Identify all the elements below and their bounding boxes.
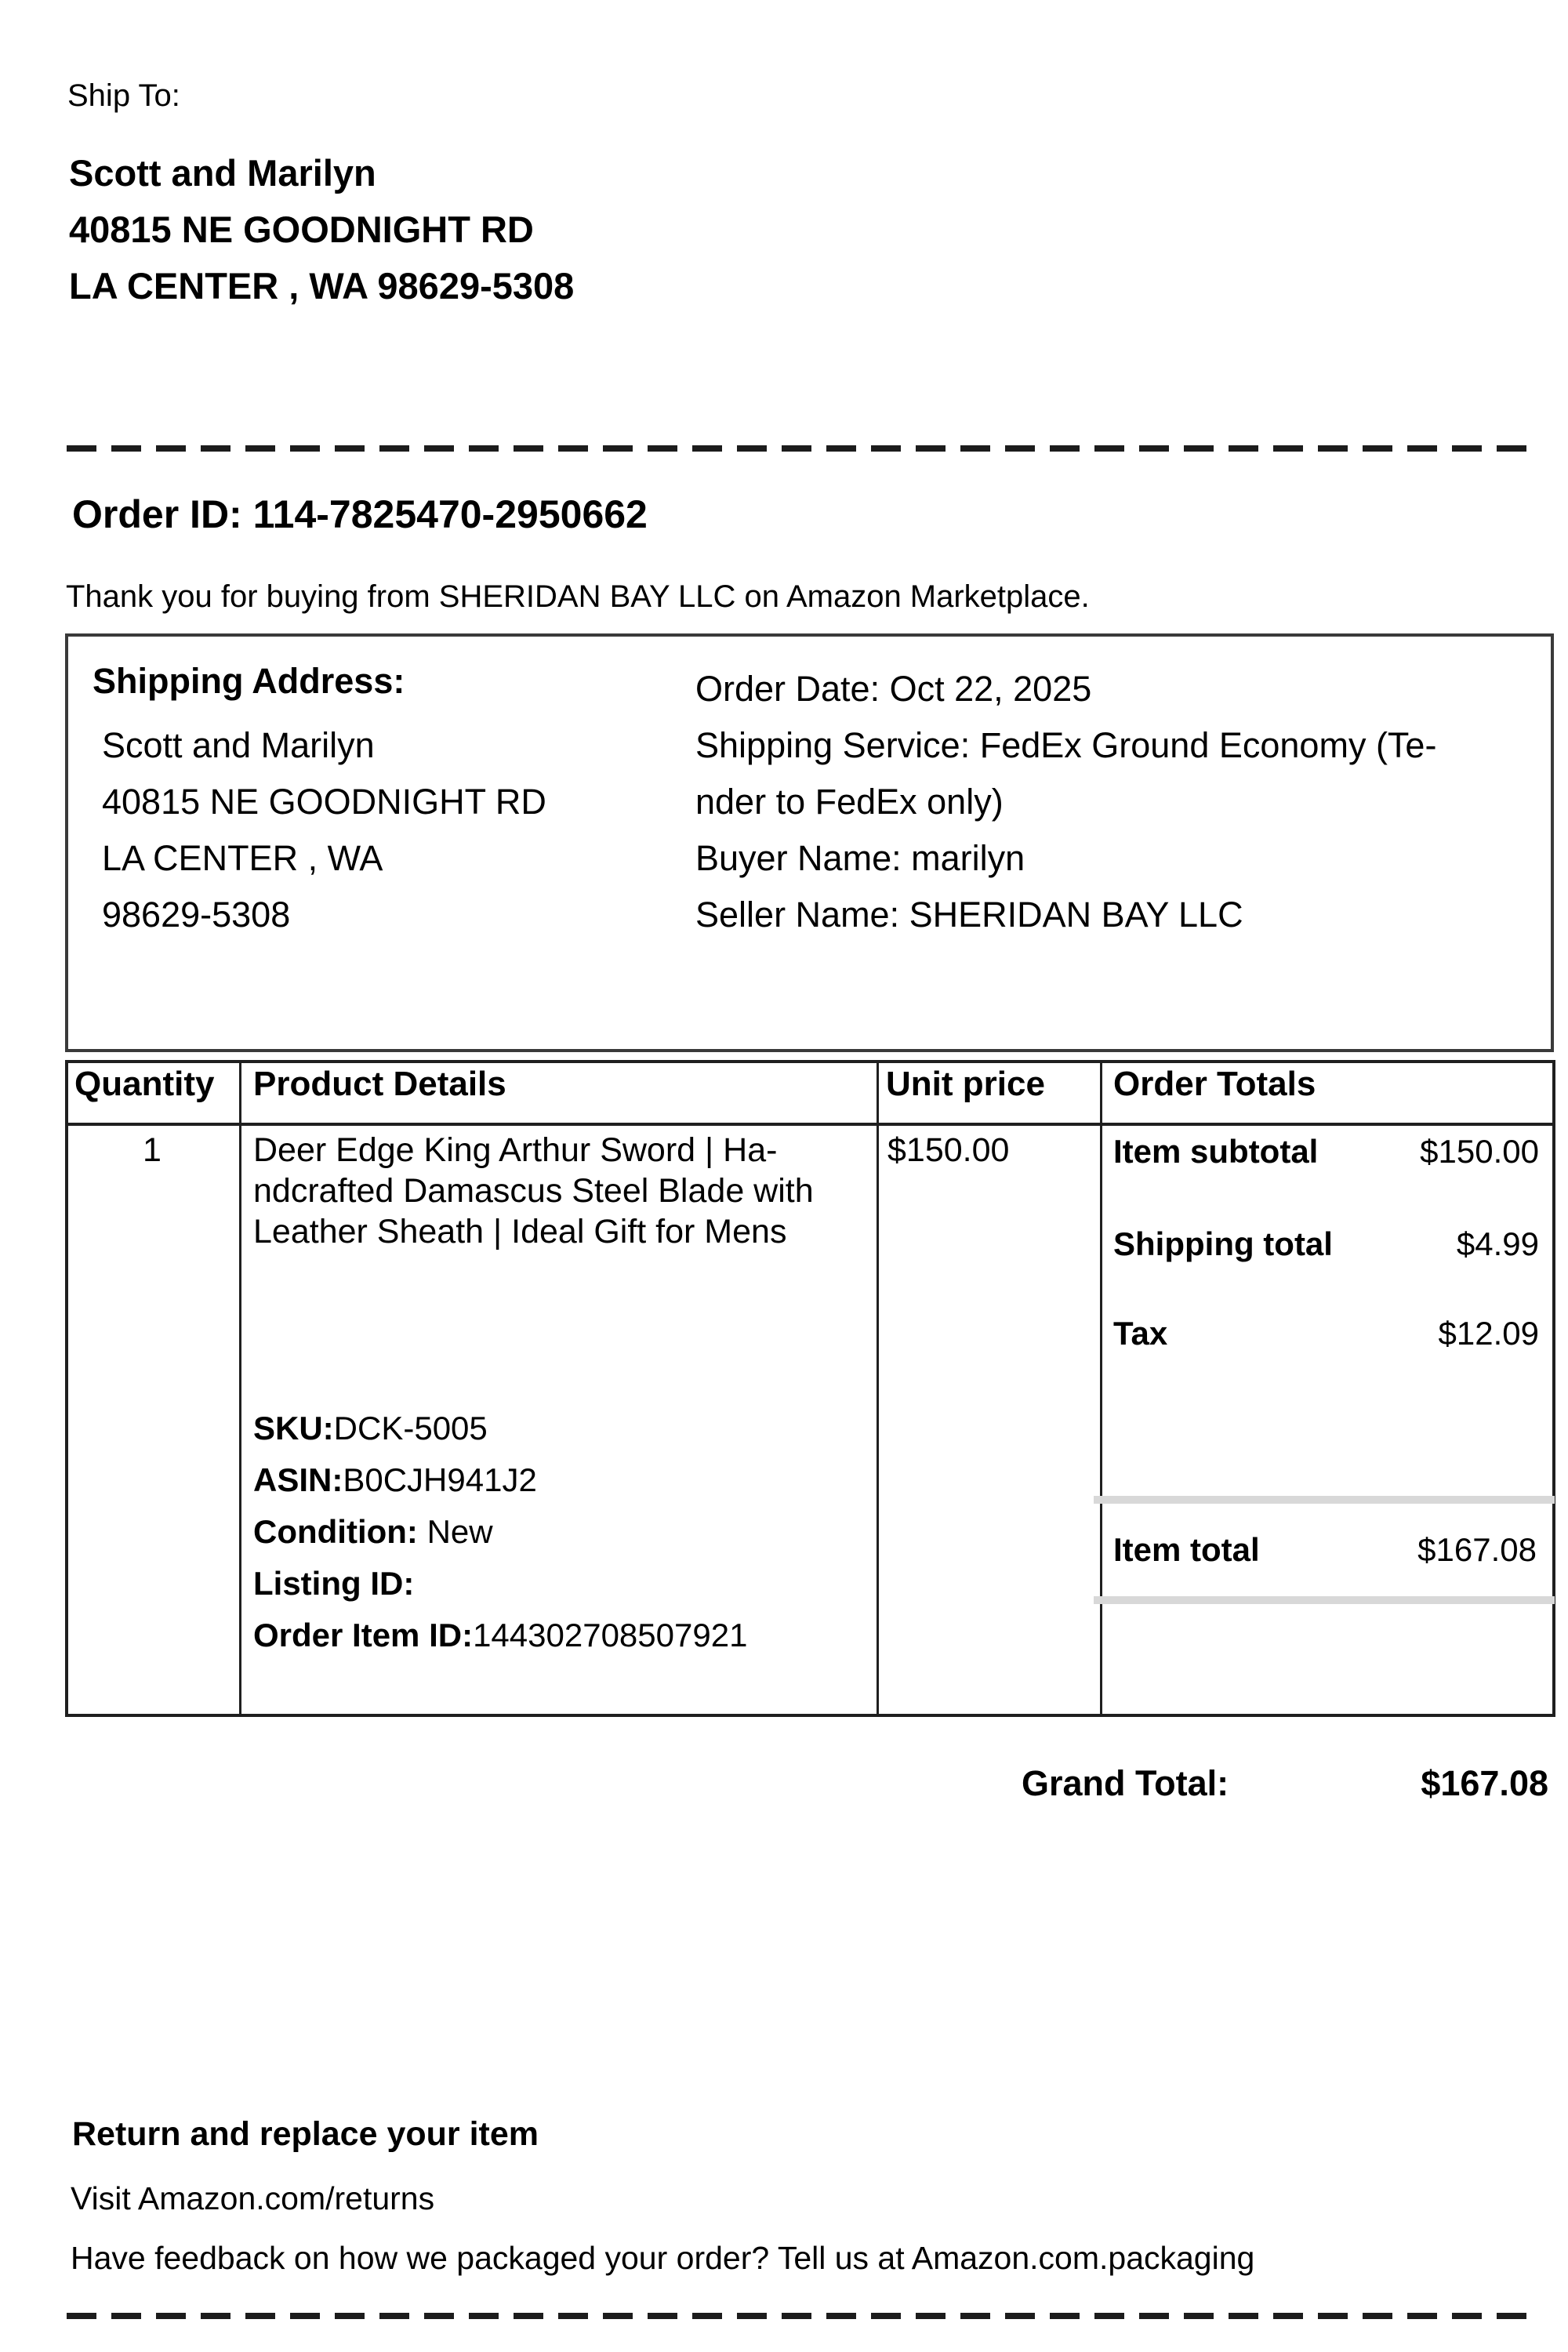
shipping-address-heading: Shipping Address: xyxy=(93,661,405,701)
shipping-total-value: $4.99 xyxy=(1456,1225,1539,1262)
ship-to-line: LA CENTER , WA 98629-5308 xyxy=(69,265,575,307)
order-item-id-label: Order Item ID: xyxy=(253,1617,474,1653)
shipping-address-block: Scott and Marilyn 40815 NE GOODNIGHT RD … xyxy=(102,717,546,943)
tax-value: $12.09 xyxy=(1438,1315,1539,1352)
item-total-box: Item total $167.08 xyxy=(1094,1496,1555,1604)
grand-total-label: Grand Total: xyxy=(1022,1763,1229,1803)
quantity-value: 1 xyxy=(143,1131,162,1169)
sku-line: SKU:DCK-5005 xyxy=(253,1403,747,1454)
column-header-unit-price: Unit price xyxy=(886,1065,1045,1103)
order-date-line: Order Date: Oct 22, 2025 xyxy=(695,669,1092,709)
table-column-divider xyxy=(239,1060,241,1717)
ship-to-line: 40815 NE GOODNIGHT RD xyxy=(69,209,534,250)
sku-value: DCK-5005 xyxy=(333,1410,488,1446)
shipping-service-line: Shipping Service: FedEx Ground Economy (… xyxy=(695,725,1437,765)
ship-to-label: Ship To: xyxy=(67,78,180,113)
item-subtotal-label: Item subtotal xyxy=(1113,1133,1319,1170)
product-title-line: Leather Sheath | Ideal Gift for Mens xyxy=(253,1213,787,1250)
dashed-separator-bottom xyxy=(67,2313,1541,2319)
shipping-total-label: Shipping total xyxy=(1113,1225,1333,1262)
condition-value: New xyxy=(417,1513,493,1550)
listing-id-line: Listing ID: xyxy=(253,1558,747,1610)
unit-price-value: $150.00 xyxy=(887,1131,1010,1169)
packaging-feedback-line: Have feedback on how we packaged your or… xyxy=(71,2240,1255,2276)
ship-to-address: Scott and Marilyn 40815 NE GOODNIGHT RD … xyxy=(69,145,574,314)
table-border-left xyxy=(65,1060,68,1717)
asin-value: B0CJH941J2 xyxy=(343,1461,537,1498)
order-item-id-value: 144302708507921 xyxy=(473,1617,748,1653)
item-subtotal-value: $150.00 xyxy=(1420,1133,1539,1170)
ship-to-line: Scott and Marilyn xyxy=(69,152,376,194)
returns-url-line: Visit Amazon.com/returns xyxy=(71,2180,435,2216)
tax-label: Tax xyxy=(1113,1315,1168,1352)
product-attributes: SKU:DCK-5005 ASIN:B0CJH941J2 Condition: … xyxy=(253,1403,747,1661)
condition-line: Condition: New xyxy=(253,1506,747,1558)
grand-total-value: $167.08 xyxy=(1421,1763,1548,1803)
table-column-divider xyxy=(1100,1060,1102,1717)
seller-name-line: Seller Name: SHERIDAN BAY LLC xyxy=(695,895,1243,935)
condition-label: Condition: xyxy=(253,1513,418,1550)
shipping-service-line-2: nder to FedEx only) xyxy=(695,782,1004,822)
order-item-id-line: Order Item ID:144302708507921 xyxy=(253,1610,747,1661)
column-header-order-totals: Order Totals xyxy=(1113,1065,1316,1103)
grand-total-row: Grand Total: $167.08 xyxy=(1022,1763,1548,1804)
shipping-address-line: 98629-5308 xyxy=(102,895,291,935)
shipping-address-line: LA CENTER , WA xyxy=(102,838,383,878)
order-id: Order ID: 114-7825470-2950662 xyxy=(72,492,648,536)
table-header-divider xyxy=(65,1123,1555,1126)
table-border-right xyxy=(1552,1060,1555,1717)
order-meta-block: Order Date: Oct 22, 2025 Shipping Servic… xyxy=(695,661,1436,943)
column-header-quantity: Quantity xyxy=(74,1065,215,1103)
asin-line: ASIN:B0CJH941J2 xyxy=(253,1454,747,1506)
sku-label: SKU: xyxy=(253,1410,334,1446)
shipping-info-box xyxy=(65,633,1554,1052)
shipping-address-line: 40815 NE GOODNIGHT RD xyxy=(102,782,546,822)
product-title-line: Deer Edge King Arthur Sword | Ha- xyxy=(253,1131,778,1169)
product-title-line: ndcrafted Damascus Steel Blade with xyxy=(253,1172,814,1210)
thank-you-text: Thank you for buying from SHERIDAN BAY L… xyxy=(66,579,1090,614)
shipping-total-row: Shipping total $4.99 xyxy=(1113,1225,1539,1264)
table-border-top xyxy=(65,1060,1555,1063)
column-header-product-details: Product Details xyxy=(253,1065,506,1103)
dashed-separator-top xyxy=(67,445,1541,452)
asin-label: ASIN: xyxy=(253,1461,343,1498)
shipping-address-line: Scott and Marilyn xyxy=(102,725,375,765)
product-title: Deer Edge King Arthur Sword | Ha- ndcraf… xyxy=(253,1130,814,1252)
buyer-name-line: Buyer Name: marilyn xyxy=(695,838,1025,878)
table-column-divider xyxy=(877,1060,879,1717)
tax-row: Tax $12.09 xyxy=(1113,1314,1539,1353)
table-border-bottom xyxy=(65,1714,1555,1717)
listing-id-label: Listing ID: xyxy=(253,1565,415,1602)
item-total-label: Item total xyxy=(1113,1531,1260,1568)
item-subtotal-row: Item subtotal $150.00 xyxy=(1113,1132,1539,1171)
item-total-value: $167.08 xyxy=(1417,1531,1537,1568)
return-heading: Return and replace your item xyxy=(72,2115,539,2153)
